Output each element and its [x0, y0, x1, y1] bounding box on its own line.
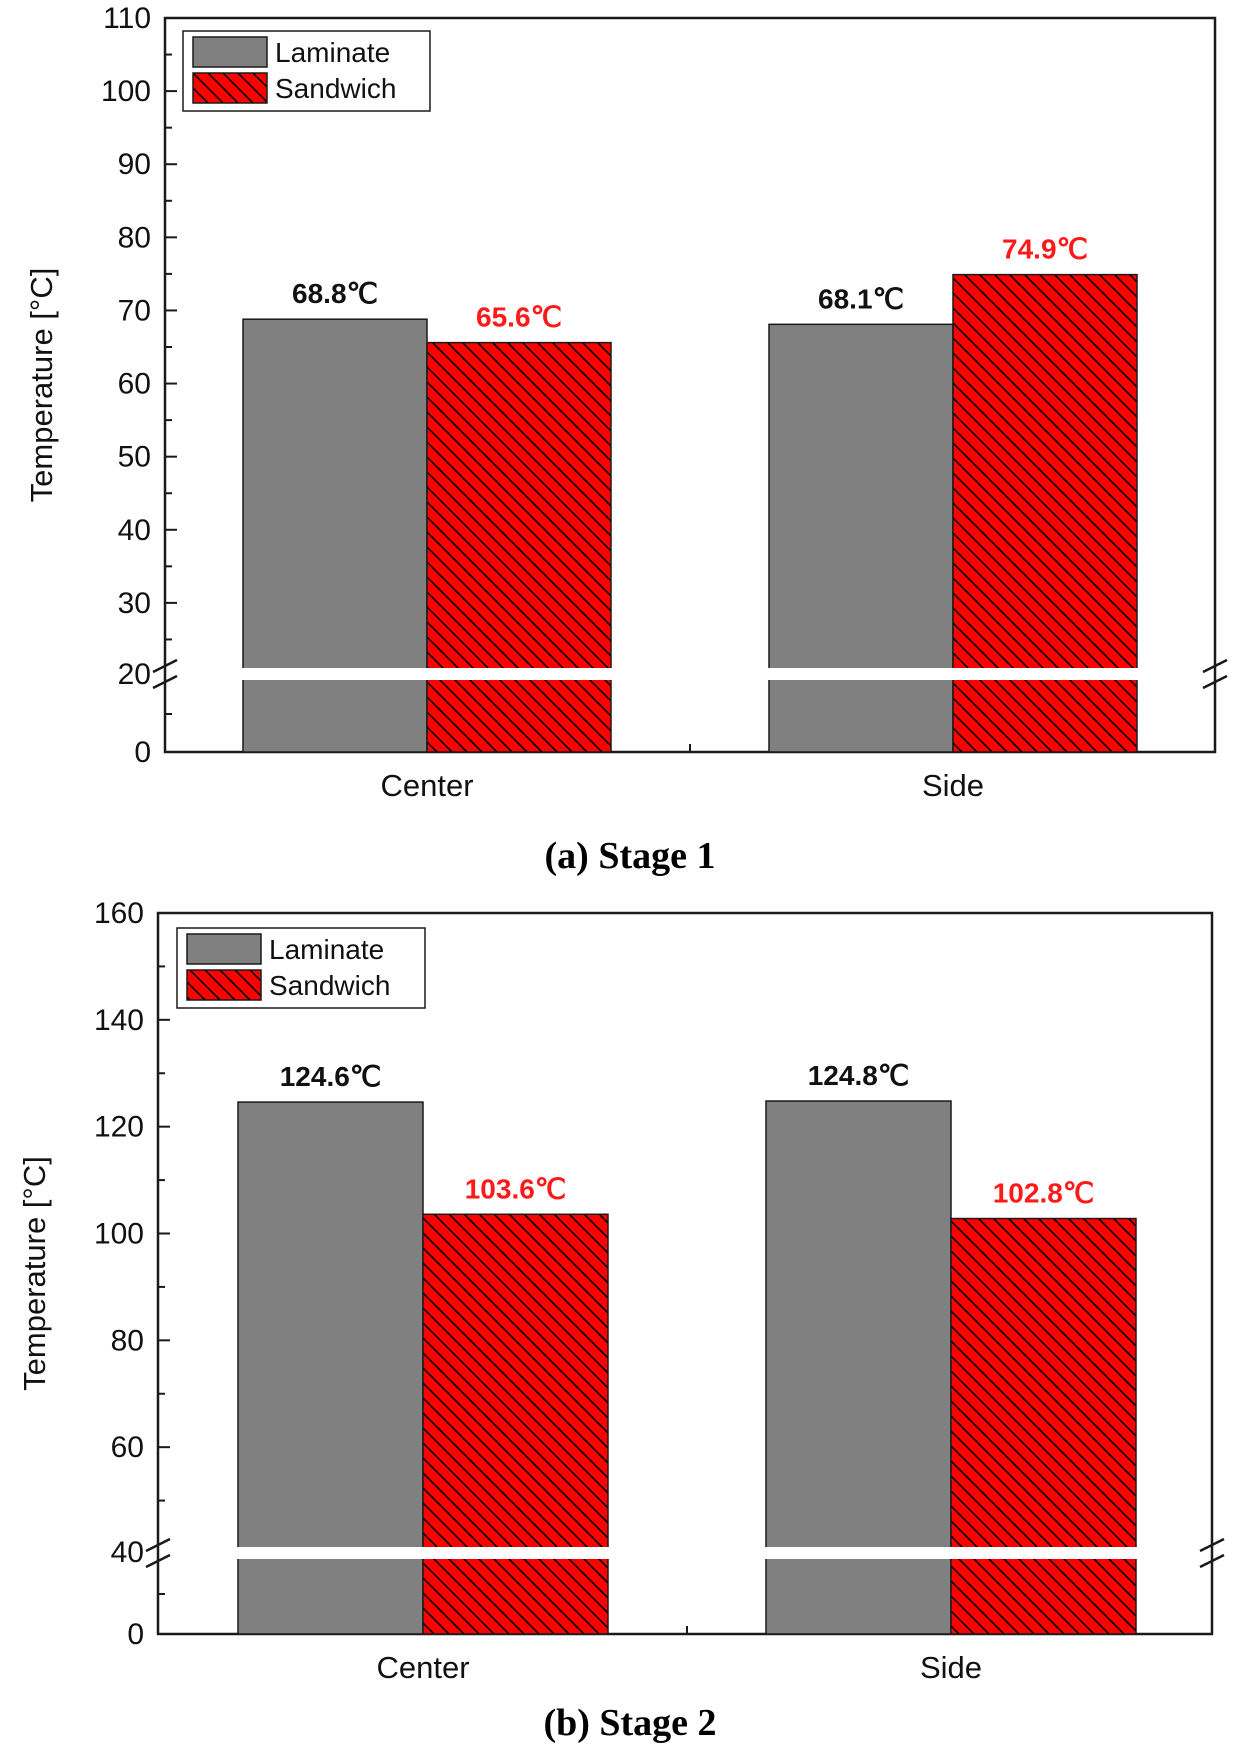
axis-break-slash [152, 658, 178, 674]
y-tick-label: 30 [118, 587, 151, 620]
y-tick-label: 40 [118, 514, 151, 547]
bar-laminate-center [237, 1101, 424, 1635]
bar-sandwich-center [426, 341, 612, 753]
legend-label-laminate: Laminate [275, 37, 390, 68]
axis-break-mark-right [1199, 1537, 1225, 1569]
figure-caption: (b) Stage 2 [543, 1702, 716, 1744]
plot-frame [156, 911, 1214, 1636]
axis-break-slash [1199, 1537, 1225, 1553]
legend-swatch-laminate [192, 36, 268, 68]
legend: Laminate Sandwich [182, 30, 431, 112]
x-category-label: Center [376, 1650, 469, 1685]
y-tick-label: 0 [127, 1618, 144, 1651]
y-tick-label: 120 [94, 1111, 144, 1144]
legend-label-sandwich: Sandwich [269, 970, 390, 1001]
y-axis-title: Temperature [°C] [24, 268, 59, 503]
chart-panel-1: 68.8℃ 65.6℃ 68.1℃ 74.9℃ 0 20 30 40 50 60 70 80 90 100… [24, 2, 1228, 877]
figure-caption: (a) Stage 1 [545, 835, 716, 877]
axis-break-slash [1199, 1553, 1225, 1569]
bars: 124.6℃ 103.6℃ 124.8℃ 102.8℃ [237, 1060, 1137, 1635]
y-tick-label: 80 [111, 1324, 144, 1357]
bar-sandwich-center [422, 1213, 609, 1635]
axis-break-slash [145, 1553, 171, 1569]
legend-label-laminate: Laminate [269, 934, 384, 965]
y-tick-label: 60 [118, 368, 151, 401]
y-axis: 0 40 60 80 100 120 140 160 [94, 897, 170, 1651]
y-tick-label: 20 [118, 658, 151, 691]
value-label-laminate-side: 124.8℃ [808, 1060, 910, 1091]
y-tick-label: 50 [118, 441, 151, 474]
legend: Laminate Sandwich [176, 927, 426, 1009]
x-category-label: Center [380, 768, 473, 803]
bar-laminate-side [768, 323, 954, 753]
y-tick-label: 70 [118, 294, 151, 327]
y-axis: 0 20 30 40 50 60 70 80 90 100 110 [101, 2, 177, 769]
bar-sandwich-side [950, 1217, 1137, 1635]
bar-laminate-center [242, 318, 428, 753]
value-label-sandwich-side: 74.9℃ [1002, 234, 1088, 265]
axis-break-slash [1202, 674, 1228, 690]
y-tick-label: 140 [94, 1004, 144, 1037]
axis-break-mark-left [145, 1537, 171, 1569]
bar-laminate-side [765, 1100, 952, 1635]
y-tick-label: 80 [118, 221, 151, 254]
y-tick-label: 100 [101, 75, 151, 108]
axis-break-mark-left [152, 658, 178, 690]
axis-break-slash [152, 674, 178, 690]
value-label-sandwich-side: 102.8℃ [993, 1178, 1095, 1209]
chart-panel-2: 124.6℃ 103.6℃ 124.8℃ 102.8℃ 0 40 60 80 100 120 140… [17, 897, 1225, 1744]
y-tick-label: 160 [94, 897, 144, 930]
y-tick-label: 110 [103, 2, 151, 35]
value-label-laminate-center: 68.8℃ [292, 278, 378, 309]
value-label-laminate-center: 124.6℃ [280, 1061, 382, 1092]
axis-break-mark-right [1202, 658, 1228, 690]
y-tick-label: 90 [118, 148, 151, 181]
axis-break-slash [1202, 658, 1228, 674]
y-tick-label: 100 [94, 1218, 144, 1251]
x-category-label: Side [922, 768, 984, 803]
value-label-sandwich-center: 65.6℃ [476, 302, 562, 333]
axis-break-band [160, 1547, 1210, 1559]
y-tick-label: 60 [111, 1431, 144, 1464]
legend-swatch-laminate [186, 933, 262, 965]
legend-swatch-sandwich [192, 72, 268, 104]
axis-break-band [167, 668, 1213, 680]
y-axis-title: Temperature [°C] [17, 1156, 52, 1391]
x-category-label: Side [920, 1650, 982, 1685]
bar-sandwich-side [952, 273, 1138, 753]
axis-break-slash [145, 1537, 171, 1553]
y-tick-label: 40 [111, 1536, 144, 1569]
value-label-sandwich-center: 103.6℃ [465, 1173, 567, 1204]
y-tick-label: 0 [134, 736, 151, 769]
legend-swatch-sandwich [186, 969, 262, 1001]
legend-label-sandwich: Sandwich [275, 73, 396, 104]
value-label-laminate-side: 68.1℃ [818, 283, 904, 314]
